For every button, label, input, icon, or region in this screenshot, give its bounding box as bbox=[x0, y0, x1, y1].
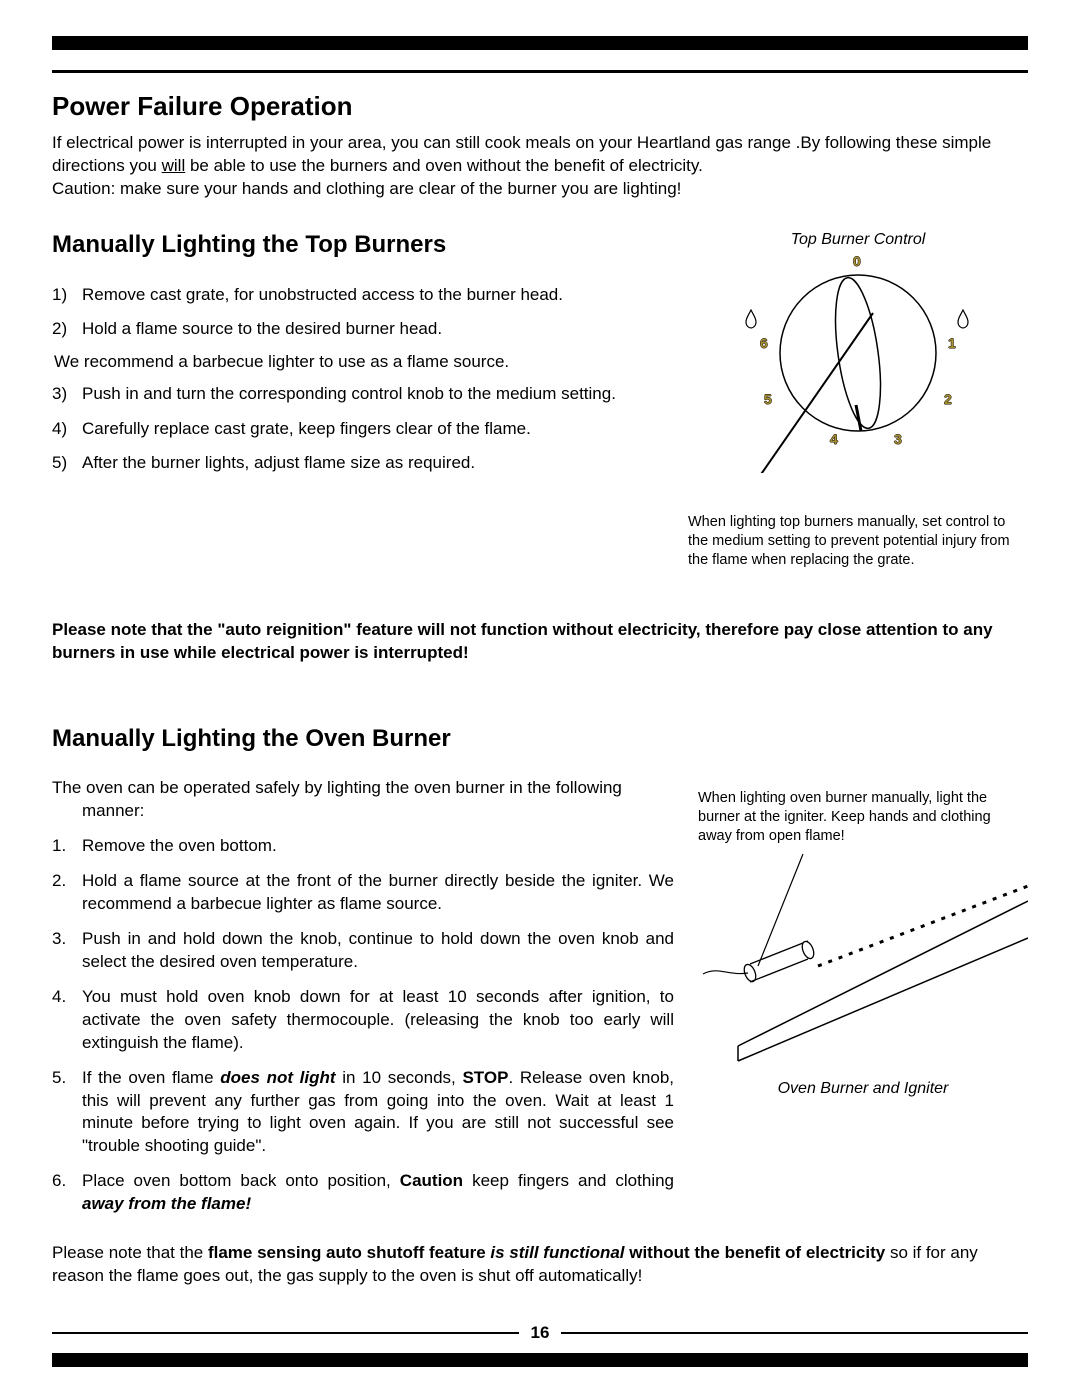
oven-diagram-note: When lighting oven burner manually, ligh… bbox=[698, 789, 1028, 846]
flame-icon-left bbox=[744, 309, 758, 334]
dial-caption: Top Burner Control bbox=[688, 231, 1028, 249]
closing-d: without the benefit of electricity bbox=[625, 1243, 890, 1262]
oven-right-column: When lighting oven burner manually, ligh… bbox=[698, 777, 1028, 1228]
dial-svg bbox=[748, 253, 968, 473]
bottom-black-bar bbox=[52, 1353, 1028, 1367]
oven-section: The oven can be operated safely by light… bbox=[52, 777, 1028, 1228]
intro-text-1b: be able to use the burners and oven with… bbox=[185, 156, 703, 175]
flame-icon-right bbox=[956, 309, 970, 334]
oven-step-4-text: You must hold oven knob down for at leas… bbox=[82, 987, 674, 1052]
s5b: does not light bbox=[220, 1068, 335, 1087]
oven-intro-text: The oven can be operated safely by light… bbox=[52, 778, 622, 820]
oven-step-4: 4.You must hold oven knob down for at le… bbox=[52, 986, 674, 1055]
closing-c: is still functional bbox=[490, 1243, 624, 1262]
oven-step-3: 3.Push in and hold down the knob, contin… bbox=[52, 928, 674, 974]
oven-caption: Oven Burner and Igniter bbox=[698, 1079, 1028, 1100]
heading-top-burners: Manually Lighting the Top Burners bbox=[52, 231, 668, 259]
intro-paragraph: If electrical power is interrupted in yo… bbox=[52, 132, 1028, 201]
page-footer: 16 bbox=[52, 1323, 1028, 1367]
dial-num-5: 5 bbox=[764, 391, 772, 407]
step-5-text: After the burner lights, adjust flame si… bbox=[82, 453, 475, 472]
s6d: away from the flame! bbox=[82, 1194, 251, 1213]
top-black-bar bbox=[52, 36, 1028, 50]
oven-burner-svg bbox=[698, 846, 1028, 1066]
footer-line: 16 bbox=[52, 1323, 1028, 1343]
heading-oven-burner: Manually Lighting the Oven Burner bbox=[52, 725, 1028, 753]
page-number: 16 bbox=[531, 1323, 550, 1343]
reignition-note: Please note that the "auto reignition" f… bbox=[52, 619, 1028, 665]
step-1-text: Remove cast grate, for unobstructed acce… bbox=[82, 285, 563, 304]
step-2-text: Hold a flame source to the desired burne… bbox=[82, 319, 442, 338]
closing-b: flame sensing auto shutoff feature bbox=[208, 1243, 490, 1262]
intro-caution: Caution: make sure your hands and clothi… bbox=[52, 179, 681, 198]
s6c: keep fingers and clothing bbox=[463, 1171, 674, 1190]
step-4-text: Carefully replace cast grate, keep finge… bbox=[82, 419, 531, 438]
dial-num-2: 2 bbox=[944, 391, 952, 407]
footer-rule-right bbox=[561, 1332, 1028, 1334]
oven-step-6: 6.Place oven bottom back onto position, … bbox=[52, 1170, 674, 1216]
oven-step-1: 1.Remove the oven bottom. bbox=[52, 835, 674, 858]
step-3-text: Push in and turn the corresponding contr… bbox=[82, 384, 616, 403]
step-4: 4)Carefully replace cast grate, keep fin… bbox=[52, 417, 668, 442]
footer-rule-left bbox=[52, 1332, 519, 1334]
step-5: 5)After the burner lights, adjust flame … bbox=[52, 451, 668, 476]
s6a: Place oven bottom back onto position, bbox=[82, 1171, 400, 1190]
oven-step-2: 2.Hold a flame source at the front of th… bbox=[52, 870, 674, 916]
oven-intro: The oven can be operated safely by light… bbox=[52, 777, 674, 823]
top-burners-left: Manually Lighting the Top Burners 1)Remo… bbox=[52, 231, 668, 570]
dial-num-4: 4 bbox=[830, 431, 838, 447]
dial-note: When lighting top burners manually, set … bbox=[688, 513, 1028, 570]
top-burner-steps-cont: 3)Push in and turn the corresponding con… bbox=[52, 382, 668, 476]
horizontal-rule bbox=[52, 70, 1028, 73]
intro-underline: will bbox=[162, 156, 186, 175]
step-3: 3)Push in and turn the corresponding con… bbox=[52, 382, 668, 407]
dial-num-3: 3 bbox=[894, 431, 902, 447]
closing-a: Please note that the bbox=[52, 1243, 208, 1262]
dial-num-0: 0 bbox=[853, 253, 861, 269]
step-1: 1)Remove cast grate, for unobstructed ac… bbox=[52, 283, 668, 308]
oven-step-3-text: Push in and hold down the knob, continue… bbox=[82, 929, 674, 971]
dial-num-1: 1 bbox=[948, 335, 956, 351]
s5d: STOP bbox=[462, 1068, 508, 1087]
oven-step-2-text: Hold a flame source at the front of the … bbox=[82, 871, 674, 913]
closing-note: Please note that the flame sensing auto … bbox=[52, 1242, 1028, 1288]
s6b: Caution bbox=[400, 1171, 463, 1190]
oven-left-column: The oven can be operated safely by light… bbox=[52, 777, 674, 1228]
oven-step-1-text: Remove the oven bottom. bbox=[82, 836, 277, 855]
s5a: If the oven flame bbox=[82, 1068, 220, 1087]
recommend-note: We recommend a barbecue lighter to use a… bbox=[54, 352, 668, 372]
dial-diagram-column: Top Burner Control 0 1 2 3 4 5 6 When li… bbox=[688, 231, 1028, 570]
oven-step-5: 5.If the oven flame does not light in 10… bbox=[52, 1067, 674, 1159]
s5c: in 10 seconds, bbox=[336, 1068, 463, 1087]
oven-steps: 1.Remove the oven bottom. 2.Hold a flame… bbox=[52, 835, 674, 1216]
top-burner-steps: 1)Remove cast grate, for unobstructed ac… bbox=[52, 283, 668, 342]
dial-diagram: 0 1 2 3 4 5 6 bbox=[748, 253, 968, 473]
heading-power-failure: Power Failure Operation bbox=[52, 91, 1028, 122]
dial-num-6: 6 bbox=[760, 335, 768, 351]
top-burners-section: Manually Lighting the Top Burners 1)Remo… bbox=[52, 231, 1028, 570]
step-2: 2)Hold a flame source to the desired bur… bbox=[52, 317, 668, 342]
